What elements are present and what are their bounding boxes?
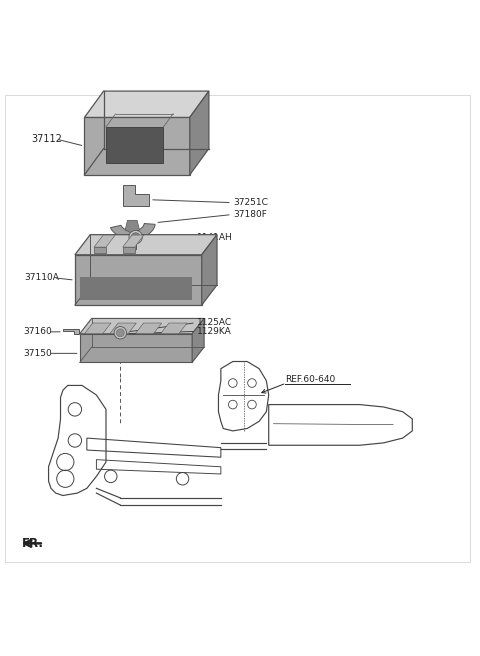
Polygon shape	[75, 235, 217, 255]
Polygon shape	[192, 318, 204, 363]
Text: FR.: FR.	[22, 537, 44, 550]
Polygon shape	[80, 318, 204, 334]
Text: 37112: 37112	[32, 134, 63, 144]
Polygon shape	[190, 91, 209, 175]
Text: 37251C: 37251C	[233, 198, 268, 207]
Polygon shape	[123, 235, 144, 247]
Polygon shape	[123, 185, 149, 207]
Polygon shape	[84, 117, 190, 175]
Bar	[123, 247, 135, 253]
Polygon shape	[125, 220, 140, 232]
Polygon shape	[106, 127, 163, 163]
Polygon shape	[80, 277, 192, 300]
Polygon shape	[110, 224, 155, 239]
Polygon shape	[63, 329, 79, 334]
Text: REF.60-640: REF.60-640	[286, 375, 336, 384]
Text: 37110A: 37110A	[24, 274, 60, 282]
Polygon shape	[202, 235, 217, 305]
Text: 37160: 37160	[24, 327, 52, 337]
Text: 1141AH: 1141AH	[197, 233, 233, 241]
Polygon shape	[135, 323, 162, 334]
Text: 37180F: 37180F	[233, 210, 267, 219]
Circle shape	[114, 327, 127, 339]
Polygon shape	[80, 334, 192, 363]
Circle shape	[132, 233, 140, 241]
Text: 1129KA: 1129KA	[197, 327, 232, 336]
Circle shape	[117, 329, 124, 337]
Text: 37150: 37150	[24, 349, 52, 358]
Bar	[94, 247, 106, 253]
Text: 1125AC: 1125AC	[197, 318, 232, 327]
Circle shape	[129, 230, 143, 244]
Polygon shape	[84, 323, 111, 334]
Polygon shape	[84, 91, 209, 117]
Polygon shape	[94, 235, 115, 247]
Polygon shape	[75, 255, 202, 305]
Polygon shape	[160, 323, 187, 334]
Polygon shape	[110, 323, 136, 334]
